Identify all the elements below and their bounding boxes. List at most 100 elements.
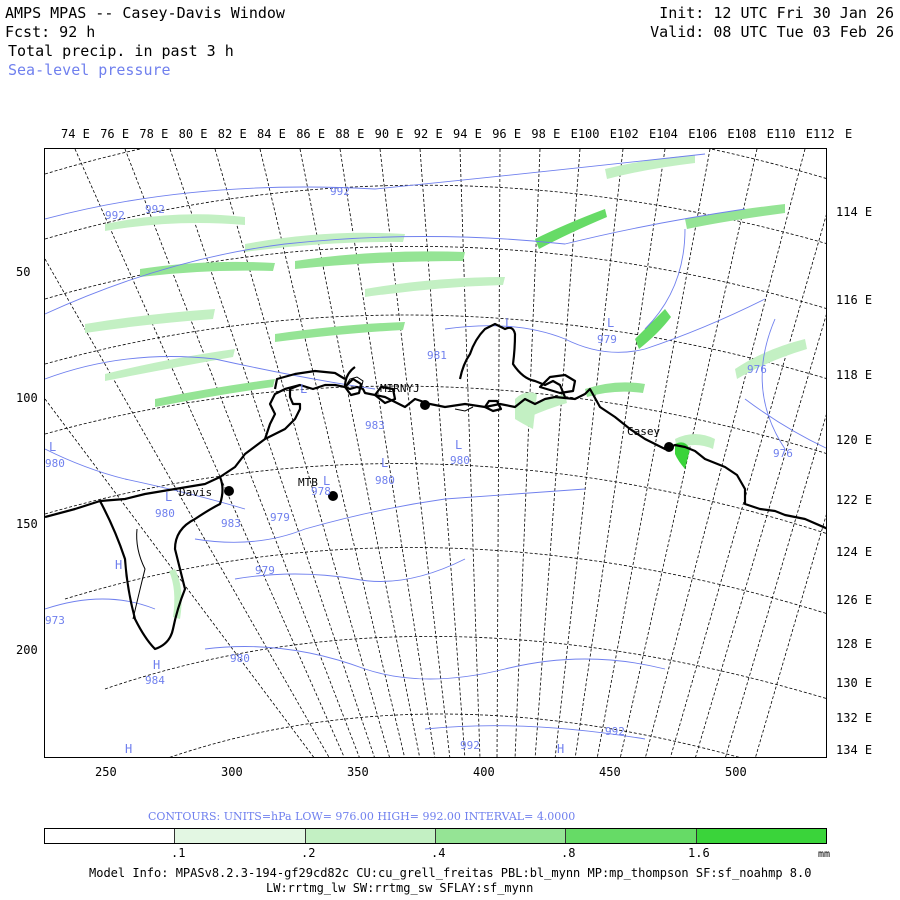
right-longitude-label: 130 E (836, 676, 873, 690)
valid-time: Valid: 08 UTC Tue 03 Feb 26 (650, 23, 894, 41)
high-center-label: H (557, 742, 564, 756)
latitude-lines (45, 149, 826, 757)
forecast-hour: Fcst: 92 h (5, 23, 96, 41)
station-markers (224, 400, 674, 501)
colorbar-tick: .8 (561, 846, 576, 860)
top-longitude-label: E112 (805, 127, 835, 141)
low-center-label: L (323, 474, 330, 488)
precip-shading (85, 155, 807, 619)
colorbar-bin (696, 829, 826, 843)
colorbar-bin (566, 829, 697, 843)
colorbar-bin (305, 829, 436, 843)
top-longitude-label: 76 E (100, 127, 130, 141)
field-precip-label: Total precip. in past 3 h (8, 42, 234, 60)
high-center-label: H (153, 658, 160, 672)
contour-label: 983 (365, 419, 385, 432)
top-longitude-label: 84 E (257, 127, 286, 141)
bottom-grid-label: 500 (725, 765, 747, 779)
contour-label: 980 (375, 474, 395, 487)
contour-label: 980 (230, 652, 250, 665)
top-longitude-label: 96 E (492, 127, 522, 141)
left-grid-label: 50 (16, 265, 31, 279)
bottom-grid-label: 250 (95, 765, 117, 779)
low-center-label: L (49, 440, 56, 454)
top-longitude-label: 82 E (217, 127, 247, 141)
casey-station-dot (664, 442, 674, 452)
contour-label: 984 (145, 674, 165, 687)
contour-label: 983 (221, 517, 241, 530)
contours-info: CONTOURS: UNITS=hPa LOW= 976.00 HIGH= 99… (148, 810, 576, 823)
top-longitude-label: 98 E (531, 127, 561, 141)
top-longitude-label: E106 (688, 127, 718, 141)
init-time: Init: 12 UTC Fri 30 Jan 26 (659, 4, 894, 22)
contour-label: 979 (270, 511, 290, 524)
right-longitude-label: 120 E (836, 433, 873, 447)
longitude-lines (45, 149, 826, 757)
left-grid-label: 100 (16, 391, 38, 405)
contour-label: 981 (427, 349, 447, 362)
pressure-center-labels: L L L L L L L L H H H H (49, 316, 614, 756)
mirny-station-dot (420, 400, 430, 410)
top-longitude-label: E108 (727, 127, 757, 141)
coastline (45, 322, 826, 651)
low-center-label: L (455, 438, 462, 452)
top-longitude-label: 86 E (296, 127, 326, 141)
map-panel: Davis MTB MIRNYJ Casey 992 992 992 981 9… (44, 148, 827, 758)
top-longitude-label: E104 (649, 127, 678, 141)
top-longitude-label: E110 (766, 127, 796, 141)
contour-label: 992 (330, 185, 350, 198)
model-info-line-1: Model Info: MPASv8.2.3-194-gf29cd82c CU:… (89, 866, 812, 880)
colorbar-tick: .2 (301, 846, 316, 860)
contour-label: 980 (450, 454, 470, 467)
contour-label: 980 (155, 507, 175, 520)
top-longitude-label: E100 (570, 127, 600, 141)
low-center-label: L (300, 382, 307, 396)
colorbar-bin (435, 829, 567, 843)
low-center-label: L (381, 456, 388, 470)
colorbar-tick: .1 (171, 846, 186, 860)
casey-label: Casey (627, 425, 660, 438)
right-longitude-label: 114 E (836, 205, 873, 219)
contour-label: 979 (597, 333, 617, 346)
top-longitude-label: 94 E (453, 127, 482, 141)
colorbar-tick: .4 (431, 846, 446, 860)
bottom-grid-label: 350 (347, 765, 369, 779)
right-longitude-label: 124 E (836, 545, 873, 559)
bottom-grid-label: 400 (473, 765, 495, 779)
contour-label: 980 (45, 457, 65, 470)
right-longitude-label: 132 E (836, 711, 873, 725)
davis-label: Davis (179, 486, 212, 499)
top-longitude-label: 78 E (139, 127, 169, 141)
map-canvas: Davis MTB MIRNYJ Casey 992 992 992 981 9… (45, 149, 826, 757)
low-center-label: L (505, 316, 512, 330)
model-info-line-2: LW:rrtmg_lw SW:rrtmg_sw SFLAY:sf_mynn (266, 881, 534, 895)
colorbar-bin (45, 829, 176, 843)
mtb-label: MTB (298, 476, 318, 489)
top-longitude-label: E (845, 127, 853, 141)
davis-station-dot (224, 486, 234, 496)
station-labels: Davis MTB MIRNYJ Casey (179, 382, 660, 499)
contour-label: 976 (773, 447, 793, 460)
contour-label: 992 (605, 725, 625, 738)
top-longitude-label: 92 E (413, 127, 443, 141)
bottom-grid-label: 450 (599, 765, 621, 779)
right-longitude-label: 128 E (836, 637, 873, 651)
contour-label: 976 (747, 363, 767, 376)
left-grid-label: 200 (16, 643, 38, 657)
high-center-label: H (125, 742, 132, 756)
precip-colorbar (44, 828, 827, 844)
right-longitude-label: 116 E (836, 293, 873, 307)
contour-label: 992 (460, 739, 480, 752)
high-center-label: H (115, 558, 122, 572)
top-longitude-label: 80 E (178, 127, 208, 141)
colorbar-bin (175, 829, 306, 843)
low-center-label: L (607, 316, 614, 330)
contour-label: 992 (105, 209, 125, 222)
mtb-station-dot (328, 491, 338, 501)
contour-label: 979 (255, 564, 275, 577)
bottom-grid-label: 300 (221, 765, 243, 779)
contour-label: 992 (145, 203, 165, 216)
right-longitude-label: 118 E (836, 368, 873, 382)
right-longitude-label: 122 E (836, 493, 873, 507)
contour-label: 978 (311, 485, 331, 498)
